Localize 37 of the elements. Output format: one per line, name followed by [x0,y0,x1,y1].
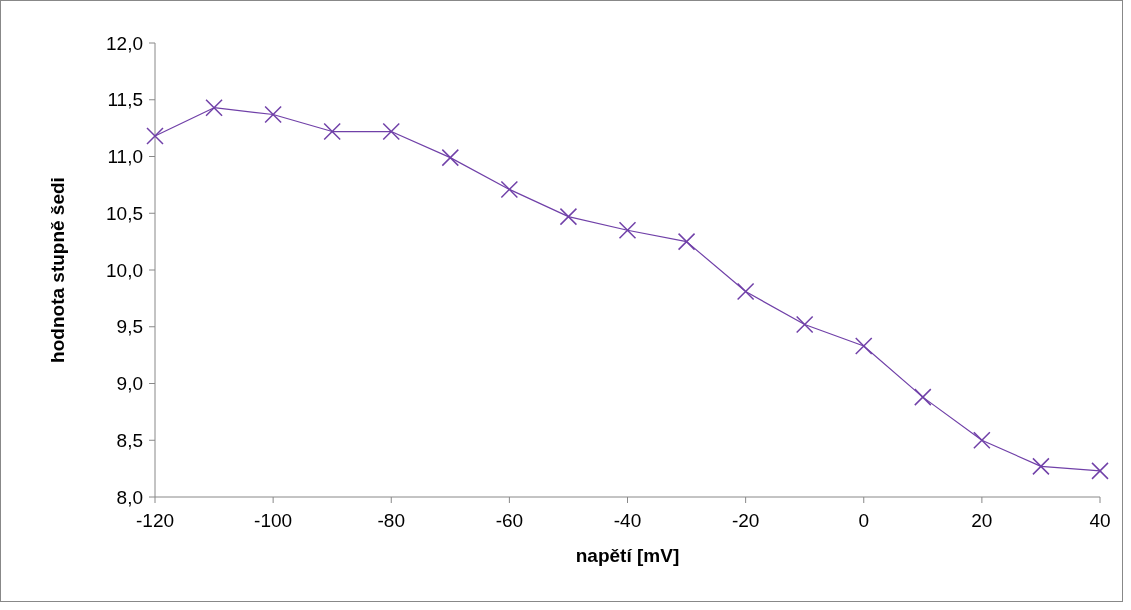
point [1032,457,1050,476]
y-tick-label: 9,0 [116,373,143,395]
point [441,148,460,167]
y-axis-title: hodnota stupně šedi [47,177,68,363]
point [736,282,755,301]
x-tick-label: -20 [731,510,760,531]
y-tick-label: 8,5 [116,429,143,451]
point [205,98,223,117]
x-tick-label: -80 [377,510,405,531]
point [1091,462,1109,480]
y-tick-label: 9,5 [116,316,143,338]
point [914,388,932,406]
point [323,122,341,141]
x-tick-label: -120 [135,510,175,531]
point [677,232,696,251]
point [146,127,164,145]
y-tick-label: 11,0 [107,146,143,168]
y-tick-label: 10,0 [106,259,143,281]
point [500,180,519,199]
y-tick-label: 11,5 [107,89,143,111]
x-tick-label: 0 [858,510,870,531]
y-tick-label: 8,0 [116,486,143,508]
x-tick-label: -40 [613,510,642,531]
y-tick-label: 12,0 [106,32,143,54]
point [855,337,873,355]
point [973,431,991,449]
point [795,315,814,334]
point [618,221,637,240]
x-tick-label: 40 [1089,510,1111,531]
x-tick-label: -60 [495,510,524,531]
y-tick-label: 10,5 [106,202,143,224]
point [264,105,282,124]
x-axis-title: napětí [mV] [575,545,680,566]
x-tick-label: -100 [254,510,293,531]
x-tick-label: 20 [971,510,993,531]
point [559,207,578,226]
point [382,122,400,141]
